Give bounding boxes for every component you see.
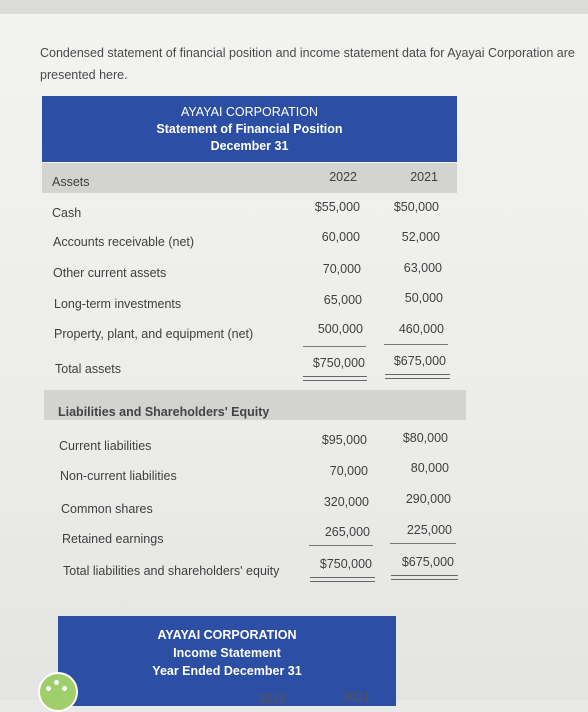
asset-value-2021: 52,000 — [401, 230, 440, 244]
total-rule-2021 — [385, 374, 450, 379]
is-col-header-2021: 2021 — [342, 690, 370, 704]
is-company: AYAYAI CORPORATION — [157, 628, 297, 642]
asset-value-2022: $55,000 — [314, 200, 360, 214]
asset-value-2021: 460,000 — [398, 322, 444, 336]
asset-value-2022: 60,000 — [321, 230, 360, 244]
liab-label: Retained earnings — [62, 532, 164, 546]
asset-value-2022: 70,000 — [322, 262, 361, 276]
total-assets-2022: $750,000 — [312, 356, 365, 370]
total-rule-2022 — [303, 376, 367, 381]
liab-value-2022: $95,000 — [321, 433, 367, 447]
sfp-date: December 31 — [210, 139, 289, 153]
is-title: Income Statement — [173, 646, 281, 660]
is-header: AYAYAI CORPORATION Income Statement Year… — [58, 616, 396, 706]
asset-value-2021: 63,000 — [403, 261, 442, 275]
liab-label: Current liabilities — [59, 439, 152, 453]
is-col-header-2022: 2022 — [258, 692, 286, 706]
assets-heading-row — [42, 163, 457, 193]
liab-value-2022: 265,000 — [324, 525, 370, 539]
chat-bubble-icon[interactable] — [38, 672, 78, 712]
asset-value-2022: 500,000 — [317, 322, 363, 336]
subtotal-rule-2022 — [303, 346, 366, 347]
total-assets-label: Total assets — [55, 362, 122, 376]
liab-heading-row — [44, 390, 466, 420]
sfp-company: AYAYAI CORPORATION — [180, 105, 319, 119]
dot-icon — [54, 680, 59, 685]
asset-label: Cash — [52, 206, 82, 220]
sfp-header: AYAYAI CORPORATION Statement of Financia… — [42, 96, 457, 162]
liab-value-2022: 70,000 — [329, 464, 368, 478]
liab-heading: Liabilities and Shareholders' Equity — [58, 405, 270, 419]
total-rule-2021 — [391, 575, 458, 580]
dot-icon — [46, 686, 51, 691]
liab-label: Common shares — [61, 502, 153, 516]
subtotal-rule-2021 — [390, 543, 456, 544]
asset-value-2021: $50,000 — [393, 200, 439, 214]
liab-value-2021: 225,000 — [406, 523, 452, 537]
liab-label: Non-current liabilities — [60, 469, 177, 483]
sfp-title: Statement of Financial Position — [156, 122, 343, 136]
total-liab-2021: $675,000 — [401, 555, 454, 569]
is-period: Year Ended December 31 — [152, 664, 302, 678]
liab-value-2021: 80,000 — [410, 461, 449, 475]
asset-label: Other current assets — [53, 266, 167, 280]
col-header-2021: 2021 — [410, 170, 438, 184]
liab-value-2021: 290,000 — [405, 492, 451, 506]
asset-label: Property, plant, and equipment (net) — [54, 327, 254, 341]
top-bar — [0, 0, 588, 14]
asset-label: Accounts receivable (net) — [53, 235, 195, 249]
total-rule-2022 — [310, 577, 375, 582]
subtotal-rule-2022 — [309, 545, 373, 546]
assets-heading: Assets — [52, 175, 90, 189]
total-liab-label: Total liabilities and shareholders' equi… — [63, 564, 280, 578]
asset-value-2021: 50,000 — [404, 291, 443, 305]
dot-icon — [62, 686, 67, 691]
liab-value-2022: 320,000 — [323, 495, 369, 509]
total-liab-2022: $750,000 — [319, 557, 372, 571]
liab-value-2021: $80,000 — [402, 431, 448, 445]
total-assets-2021: $675,000 — [393, 354, 446, 368]
col-header-2022: 2022 — [329, 170, 357, 184]
asset-label: Long-term investments — [54, 297, 182, 311]
asset-value-2022: 65,000 — [323, 293, 362, 307]
subtotal-rule-2021 — [384, 344, 448, 345]
intro-text: Condensed statement of financial positio… — [40, 46, 575, 82]
